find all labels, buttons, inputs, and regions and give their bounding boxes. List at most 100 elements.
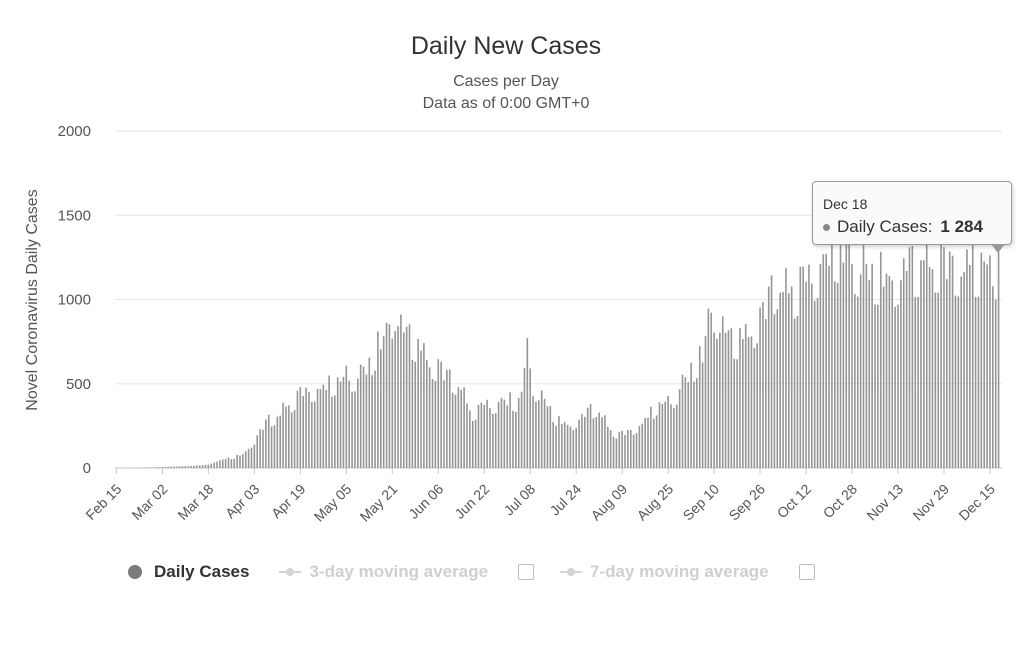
bar[interactable] <box>448 369 451 468</box>
bar[interactable] <box>644 417 646 468</box>
bar[interactable] <box>460 389 463 468</box>
bar[interactable] <box>227 457 230 468</box>
bar[interactable] <box>845 244 848 468</box>
bar[interactable] <box>836 282 839 468</box>
bar[interactable] <box>173 466 175 468</box>
bar[interactable] <box>279 415 282 468</box>
bar[interactable] <box>492 413 494 468</box>
bar[interactable] <box>937 292 940 468</box>
bar[interactable] <box>411 359 414 468</box>
bar[interactable] <box>408 324 411 468</box>
bar[interactable] <box>905 271 908 468</box>
bar[interactable] <box>219 460 221 468</box>
bar[interactable] <box>842 262 845 468</box>
bar[interactable] <box>276 416 279 468</box>
bar[interactable] <box>210 463 213 468</box>
bar[interactable] <box>624 434 626 468</box>
bar[interactable] <box>569 426 572 468</box>
bar[interactable] <box>512 410 514 468</box>
bar[interactable] <box>443 380 445 468</box>
bar[interactable] <box>629 429 632 468</box>
bar[interactable] <box>994 299 997 469</box>
bar[interactable] <box>652 418 655 468</box>
bar[interactable] <box>552 422 554 468</box>
bar[interactable] <box>888 276 891 468</box>
bar[interactable] <box>259 429 261 468</box>
bar[interactable] <box>865 264 868 468</box>
bar[interactable] <box>379 349 382 468</box>
bar[interactable] <box>934 292 937 468</box>
bar[interactable] <box>974 296 977 468</box>
bar[interactable] <box>770 275 773 468</box>
bar[interactable] <box>650 406 652 468</box>
bar[interactable] <box>986 264 988 468</box>
bar[interactable] <box>808 264 810 468</box>
bar[interactable] <box>793 318 796 468</box>
bar[interactable] <box>147 467 149 468</box>
bar[interactable] <box>517 398 520 468</box>
bar[interactable] <box>230 459 233 468</box>
bar[interactable] <box>773 314 776 468</box>
bar[interactable] <box>753 347 756 468</box>
bar[interactable] <box>992 286 994 468</box>
bar[interactable] <box>155 467 158 468</box>
bar[interactable] <box>750 336 753 468</box>
bar[interactable] <box>879 251 882 468</box>
bar[interactable] <box>170 466 172 468</box>
bar[interactable] <box>402 332 405 468</box>
bar[interactable] <box>503 399 506 468</box>
bar[interactable] <box>558 416 560 468</box>
bar[interactable] <box>736 359 738 468</box>
bar[interactable] <box>882 286 885 468</box>
bar[interactable] <box>721 316 724 468</box>
bar[interactable] <box>216 461 218 468</box>
bar[interactable] <box>526 337 529 468</box>
bar[interactable] <box>635 433 638 468</box>
bar[interactable] <box>719 332 721 468</box>
bar[interactable] <box>339 381 342 468</box>
bar[interactable] <box>908 247 911 468</box>
bar[interactable] <box>483 404 486 468</box>
bar[interactable] <box>451 392 454 468</box>
bar[interactable] <box>431 379 434 468</box>
bar[interactable] <box>466 403 468 468</box>
bar[interactable] <box>282 402 284 468</box>
bar[interactable] <box>187 466 190 468</box>
bar[interactable] <box>480 402 483 468</box>
bar[interactable] <box>805 281 807 468</box>
bar[interactable] <box>207 464 210 468</box>
bar[interactable] <box>374 370 376 468</box>
bar[interactable] <box>940 239 942 468</box>
bar[interactable] <box>997 251 1000 468</box>
bar[interactable] <box>193 465 195 468</box>
bar[interactable] <box>983 261 985 468</box>
bar[interactable] <box>538 400 540 468</box>
bar[interactable] <box>299 387 302 468</box>
bar[interactable] <box>342 376 345 468</box>
bar[interactable] <box>891 280 894 468</box>
bar[interactable] <box>856 296 859 468</box>
bar[interactable] <box>839 239 842 468</box>
bar[interactable] <box>578 419 580 468</box>
bar[interactable] <box>701 362 704 468</box>
bar[interactable] <box>221 459 224 468</box>
bar[interactable] <box>178 466 181 468</box>
bar[interactable] <box>520 391 523 468</box>
bar[interactable] <box>779 292 781 468</box>
bar[interactable] <box>348 380 350 468</box>
bar[interactable] <box>742 339 744 468</box>
bar[interactable] <box>313 401 316 468</box>
bar[interactable] <box>253 444 256 468</box>
bar[interactable] <box>632 434 635 468</box>
bar[interactable] <box>687 382 690 468</box>
bar[interactable] <box>224 458 227 468</box>
bar[interactable] <box>388 324 391 468</box>
bar[interactable] <box>316 388 319 468</box>
bar[interactable] <box>437 359 440 468</box>
bar[interactable] <box>802 266 804 468</box>
bar[interactable] <box>627 429 629 468</box>
bar[interactable] <box>357 378 359 468</box>
bar[interactable] <box>894 306 896 468</box>
bar[interactable] <box>265 419 267 468</box>
bar[interactable] <box>747 337 750 468</box>
